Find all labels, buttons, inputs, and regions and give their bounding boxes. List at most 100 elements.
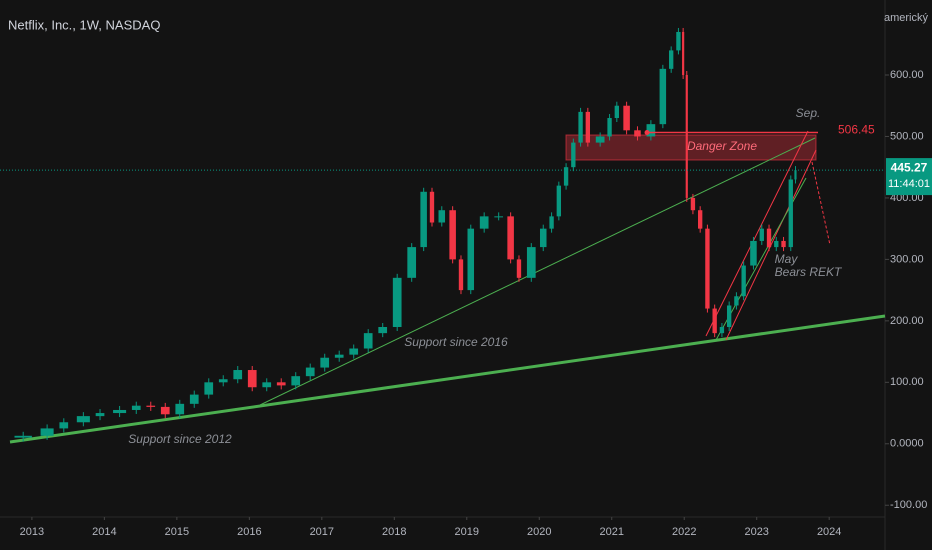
candle-body bbox=[131, 405, 141, 410]
candle-body bbox=[113, 409, 127, 414]
y-tick-label: 200.00 bbox=[890, 315, 924, 327]
candle-body bbox=[659, 68, 667, 125]
candle-body bbox=[407, 247, 417, 278]
annotation: Danger Zone bbox=[687, 139, 757, 153]
candle-body bbox=[429, 191, 435, 223]
candle-body bbox=[712, 308, 717, 334]
candle-body bbox=[781, 240, 786, 248]
candle-body bbox=[750, 240, 757, 266]
y-tick-label: -100.00 bbox=[890, 499, 927, 511]
candle-body bbox=[705, 228, 710, 309]
y-tick-label: 500.00 bbox=[890, 130, 924, 142]
level-label: 506.45 bbox=[838, 123, 875, 137]
candle-body bbox=[233, 370, 243, 380]
candle-body bbox=[204, 382, 214, 395]
candle-body bbox=[719, 326, 725, 334]
candle-body bbox=[467, 228, 475, 291]
candle-body bbox=[262, 382, 272, 388]
candle-body bbox=[726, 305, 732, 327]
candle-body bbox=[247, 370, 257, 388]
candle-body bbox=[320, 357, 330, 368]
candle-body bbox=[95, 413, 105, 417]
candle-body bbox=[697, 210, 703, 229]
candle-body bbox=[76, 416, 90, 423]
candle-body bbox=[276, 382, 286, 386]
candle-body bbox=[458, 259, 464, 291]
candle-body bbox=[623, 105, 630, 131]
currency-label: americký bbox=[884, 12, 929, 24]
y-tick-label: 600.00 bbox=[890, 69, 924, 81]
candle-body bbox=[549, 216, 554, 229]
candle-body bbox=[449, 210, 456, 260]
candle-body bbox=[578, 111, 583, 143]
candle-body bbox=[189, 394, 199, 404]
candle-body bbox=[378, 326, 388, 334]
candle-body bbox=[479, 216, 489, 229]
support-2016-line bbox=[259, 137, 816, 406]
candle-body bbox=[40, 428, 54, 436]
arrow bbox=[811, 161, 831, 246]
candle-body bbox=[571, 142, 576, 168]
candle-body bbox=[59, 422, 69, 429]
chart-title: Netflix, Inc., 1W, NASDAQ bbox=[8, 17, 160, 32]
candle-body bbox=[614, 105, 619, 119]
x-tick-label: 2024 bbox=[817, 526, 841, 538]
candle-body bbox=[766, 228, 772, 248]
candle-body bbox=[516, 259, 522, 278]
candle-body bbox=[741, 265, 746, 297]
annotation: Bears REKT bbox=[775, 265, 843, 279]
x-tick-label: 2016 bbox=[237, 526, 261, 538]
countdown-label: 11:44:01 bbox=[888, 178, 930, 190]
annotation: Support since 2016 bbox=[404, 335, 508, 349]
annotation: Sep. bbox=[796, 106, 821, 120]
x-tick-label: 2017 bbox=[310, 526, 334, 538]
x-tick-label: 2021 bbox=[600, 526, 624, 538]
candle-body bbox=[585, 111, 590, 143]
x-tick-label: 2013 bbox=[20, 526, 44, 538]
candle-body bbox=[690, 197, 696, 211]
x-tick-label: 2014 bbox=[92, 526, 116, 538]
candle-body bbox=[438, 210, 446, 223]
channel-line bbox=[705, 130, 809, 337]
candle-body bbox=[607, 118, 612, 137]
candle-body bbox=[556, 185, 562, 217]
candle-body bbox=[646, 124, 656, 137]
candle-body bbox=[291, 376, 301, 386]
candle-body bbox=[685, 74, 688, 198]
x-tick-label: 2019 bbox=[455, 526, 479, 538]
candle-body bbox=[160, 406, 170, 415]
annotation: May bbox=[775, 252, 799, 266]
candle-body bbox=[334, 354, 344, 358]
y-tick-label: 100.00 bbox=[890, 376, 924, 388]
candle-body bbox=[563, 167, 569, 186]
candle-body bbox=[349, 348, 359, 355]
candle-body bbox=[146, 405, 156, 407]
candle-body bbox=[363, 333, 373, 349]
x-tick-label: 2022 bbox=[672, 526, 696, 538]
candle-body bbox=[175, 403, 185, 415]
support-2012-line bbox=[9, 314, 886, 444]
danger-zone bbox=[565, 134, 817, 161]
candle-body bbox=[734, 296, 739, 306]
candle-body bbox=[218, 379, 228, 383]
candle-body bbox=[539, 228, 547, 248]
candle-body bbox=[794, 170, 797, 180]
candle-body bbox=[788, 179, 793, 248]
x-tick-label: 2015 bbox=[165, 526, 189, 538]
candle-body bbox=[507, 216, 514, 260]
x-tick-label: 2018 bbox=[382, 526, 406, 538]
candle-body bbox=[669, 50, 674, 69]
y-tick-label: 300.00 bbox=[890, 253, 924, 265]
last-price-label: 445.27 bbox=[891, 160, 928, 174]
candle-body bbox=[676, 31, 681, 51]
candle-body bbox=[420, 191, 427, 248]
x-tick-label: 2020 bbox=[527, 526, 551, 538]
candle-body bbox=[774, 240, 779, 248]
candle-body bbox=[682, 31, 685, 75]
candle-body bbox=[634, 130, 641, 137]
last-price-box bbox=[886, 158, 932, 196]
candle-body bbox=[305, 367, 315, 377]
level-point bbox=[644, 129, 650, 135]
